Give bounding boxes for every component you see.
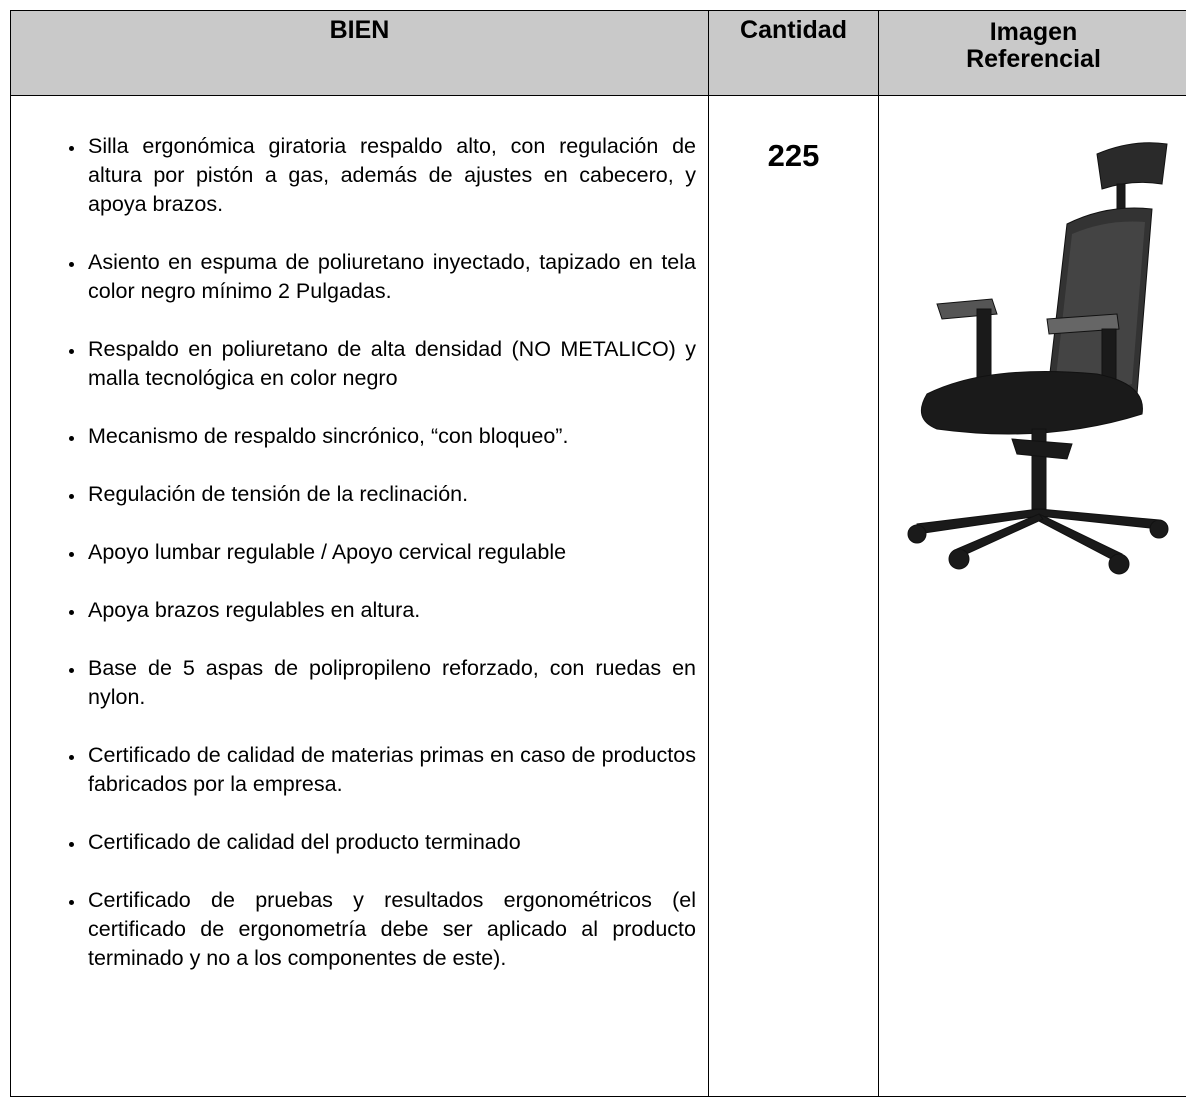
spec-table: BIEN Cantidad Imagen Referencial Silla e… [10, 10, 1186, 1097]
item: Apoya brazos regulables en altura. [86, 596, 696, 625]
header-row: BIEN Cantidad Imagen Referencial [11, 11, 1186, 96]
image-cell [879, 96, 1186, 1097]
page: BIEN Cantidad Imagen Referencial Silla e… [0, 0, 1186, 1051]
chair-image [897, 124, 1177, 594]
item: Respaldo en poliuretano de alta densidad… [86, 335, 696, 393]
description-cell: Silla ergonómica giratoria respaldo alto… [11, 96, 709, 1097]
item: Apoyo lumbar regulable / Apoyo cervical … [86, 538, 696, 567]
item-list: Silla ergonómica giratoria respaldo alto… [11, 96, 708, 973]
column-header: Imagen Referencial [879, 11, 1186, 96]
item: Asiento en espuma de poliuretano inyecta… [86, 248, 696, 306]
item: Base de 5 aspas de polipropileno reforza… [86, 654, 696, 712]
quantity: 225 [709, 96, 878, 174]
body-row: Silla ergonómica giratoria respaldo alto… [11, 96, 1186, 1097]
quantity-cell: 225 [709, 96, 879, 1097]
item: Mecanismo de respaldo sincrónico, “con b… [86, 422, 696, 451]
item: Regulación de tensión de la reclinación. [86, 480, 696, 509]
column-header: Cantidad [709, 11, 879, 96]
item: Certificado de calidad del producto term… [86, 828, 696, 857]
item: Certificado de calidad de materias prima… [86, 741, 696, 799]
column-header: BIEN [11, 11, 709, 96]
item: Certificado de pruebas y resultados ergo… [86, 886, 696, 973]
item: Silla ergonómica giratoria respaldo alto… [86, 132, 696, 219]
